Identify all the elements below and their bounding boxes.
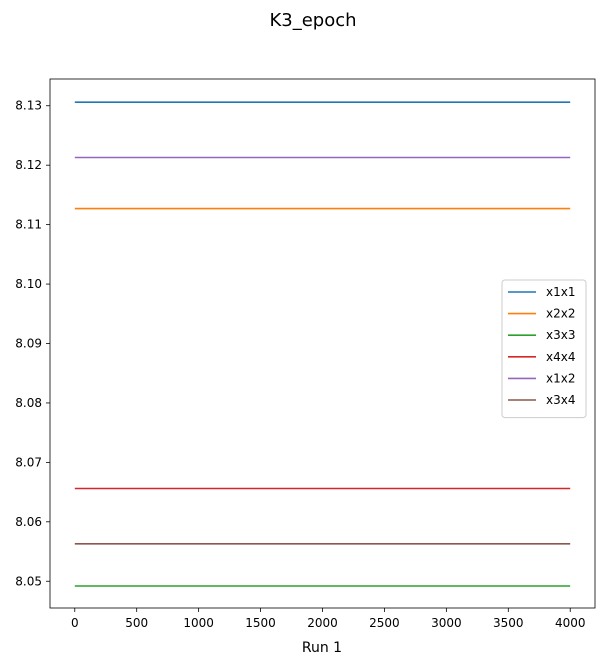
y-tick-label: 8.07 [15, 455, 42, 469]
y-tick-label: 8.13 [15, 99, 42, 113]
legend-label-x3x3: x3x3 [546, 328, 575, 342]
y-tick-label: 8.08 [15, 396, 42, 410]
x-tick-label: 500 [125, 616, 148, 630]
legend-label-x1x1: x1x1 [546, 285, 575, 299]
x-tick-label: 0 [71, 616, 79, 630]
x-tick-label: 2000 [307, 616, 338, 630]
legend-label-x1x2: x1x2 [546, 371, 575, 385]
legend-label-x4x4: x4x4 [546, 350, 575, 364]
plot-area: 0 500 1000 1500 2000 2500 3000 3500 4000 8.05 8.06… [15, 78, 596, 630]
y-tick-label: 8.06 [15, 515, 42, 529]
x-axis-label: Run 1 [302, 640, 342, 656]
x-tick-label: 3000 [431, 616, 462, 630]
x-tick-label: 2500 [369, 616, 400, 630]
y-tick-label: 8.09 [15, 337, 42, 351]
y-tick-label: 8.10 [15, 277, 42, 291]
x-tick-label: 3500 [493, 616, 524, 630]
x-tick-label: 1500 [245, 616, 276, 630]
y-tick-label: 8.05 [15, 574, 42, 588]
chart-title: K3_epoch [269, 10, 356, 31]
x-tick-label: 4000 [555, 616, 586, 630]
x-tick-label: 1000 [183, 616, 214, 630]
y-tick-label: 8.12 [15, 158, 42, 172]
legend-label-x2x2: x2x2 [546, 307, 575, 321]
legend-label-x3x4: x3x4 [546, 393, 575, 407]
y-tick-label: 8.11 [15, 218, 42, 232]
